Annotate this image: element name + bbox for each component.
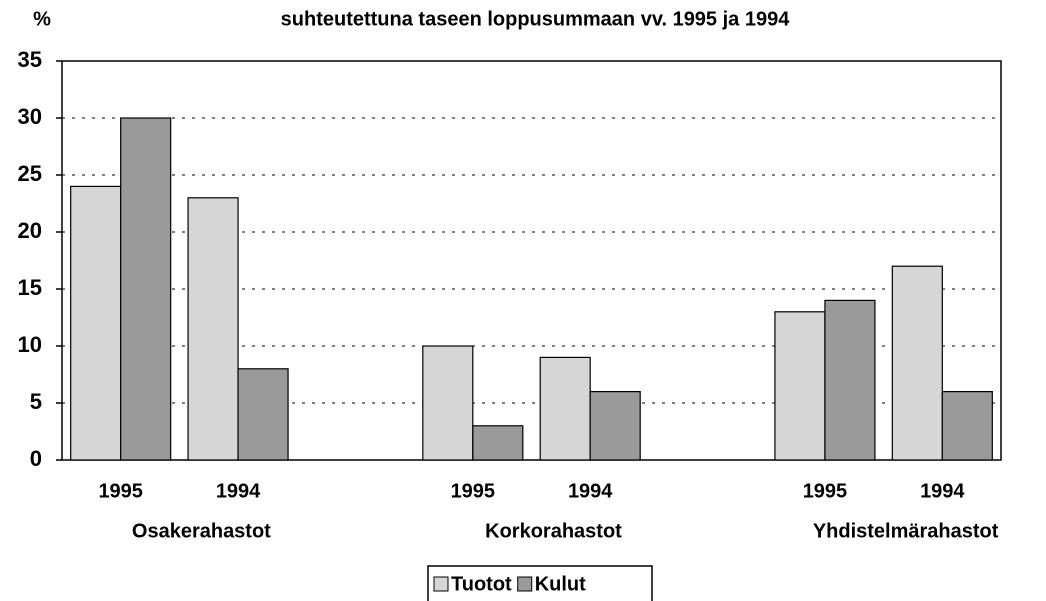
y-tick-label: 25 xyxy=(18,161,42,186)
y-tick-label: 30 xyxy=(18,104,42,129)
legend-label: Kulut xyxy=(535,573,586,595)
legend-box xyxy=(427,565,653,601)
x-tick-label: 1994 xyxy=(920,480,965,502)
y-axis-label: % xyxy=(33,8,51,30)
group-label: Osakerahastot xyxy=(132,520,271,542)
bar xyxy=(70,185,122,461)
y-tick-label: 0 xyxy=(30,446,42,471)
x-tick-label: 1995 xyxy=(451,480,496,502)
legend-label: Tuotot xyxy=(451,573,512,595)
legend-swatch xyxy=(433,576,449,592)
plot-area xyxy=(61,60,1002,461)
bar xyxy=(941,391,993,461)
group-label: Yhdistelmärahastot xyxy=(813,520,999,542)
bar xyxy=(187,197,239,461)
y-tick-label: 35 xyxy=(18,47,42,72)
legend-swatch xyxy=(517,576,533,592)
bar xyxy=(237,368,289,461)
bar xyxy=(824,299,876,461)
bar xyxy=(472,425,524,461)
x-tick-label: 1994 xyxy=(216,480,261,502)
x-tick-label: 1995 xyxy=(803,480,848,502)
bar xyxy=(891,265,943,461)
bar xyxy=(422,345,474,461)
bar xyxy=(120,117,172,461)
bar xyxy=(774,311,826,461)
chart-title: suhteutettuna taseen loppusummaan vv. 19… xyxy=(281,8,791,30)
y-tick-label: 10 xyxy=(18,332,42,357)
bar xyxy=(589,391,641,461)
y-tick-label: 15 xyxy=(18,275,42,300)
y-tick-label: 20 xyxy=(18,218,42,243)
x-tick-label: 1994 xyxy=(568,480,613,502)
bar xyxy=(539,356,591,461)
group-label: Korkorahastot xyxy=(485,520,622,542)
y-tick-label: 5 xyxy=(30,389,42,414)
x-tick-label: 1995 xyxy=(98,480,143,502)
